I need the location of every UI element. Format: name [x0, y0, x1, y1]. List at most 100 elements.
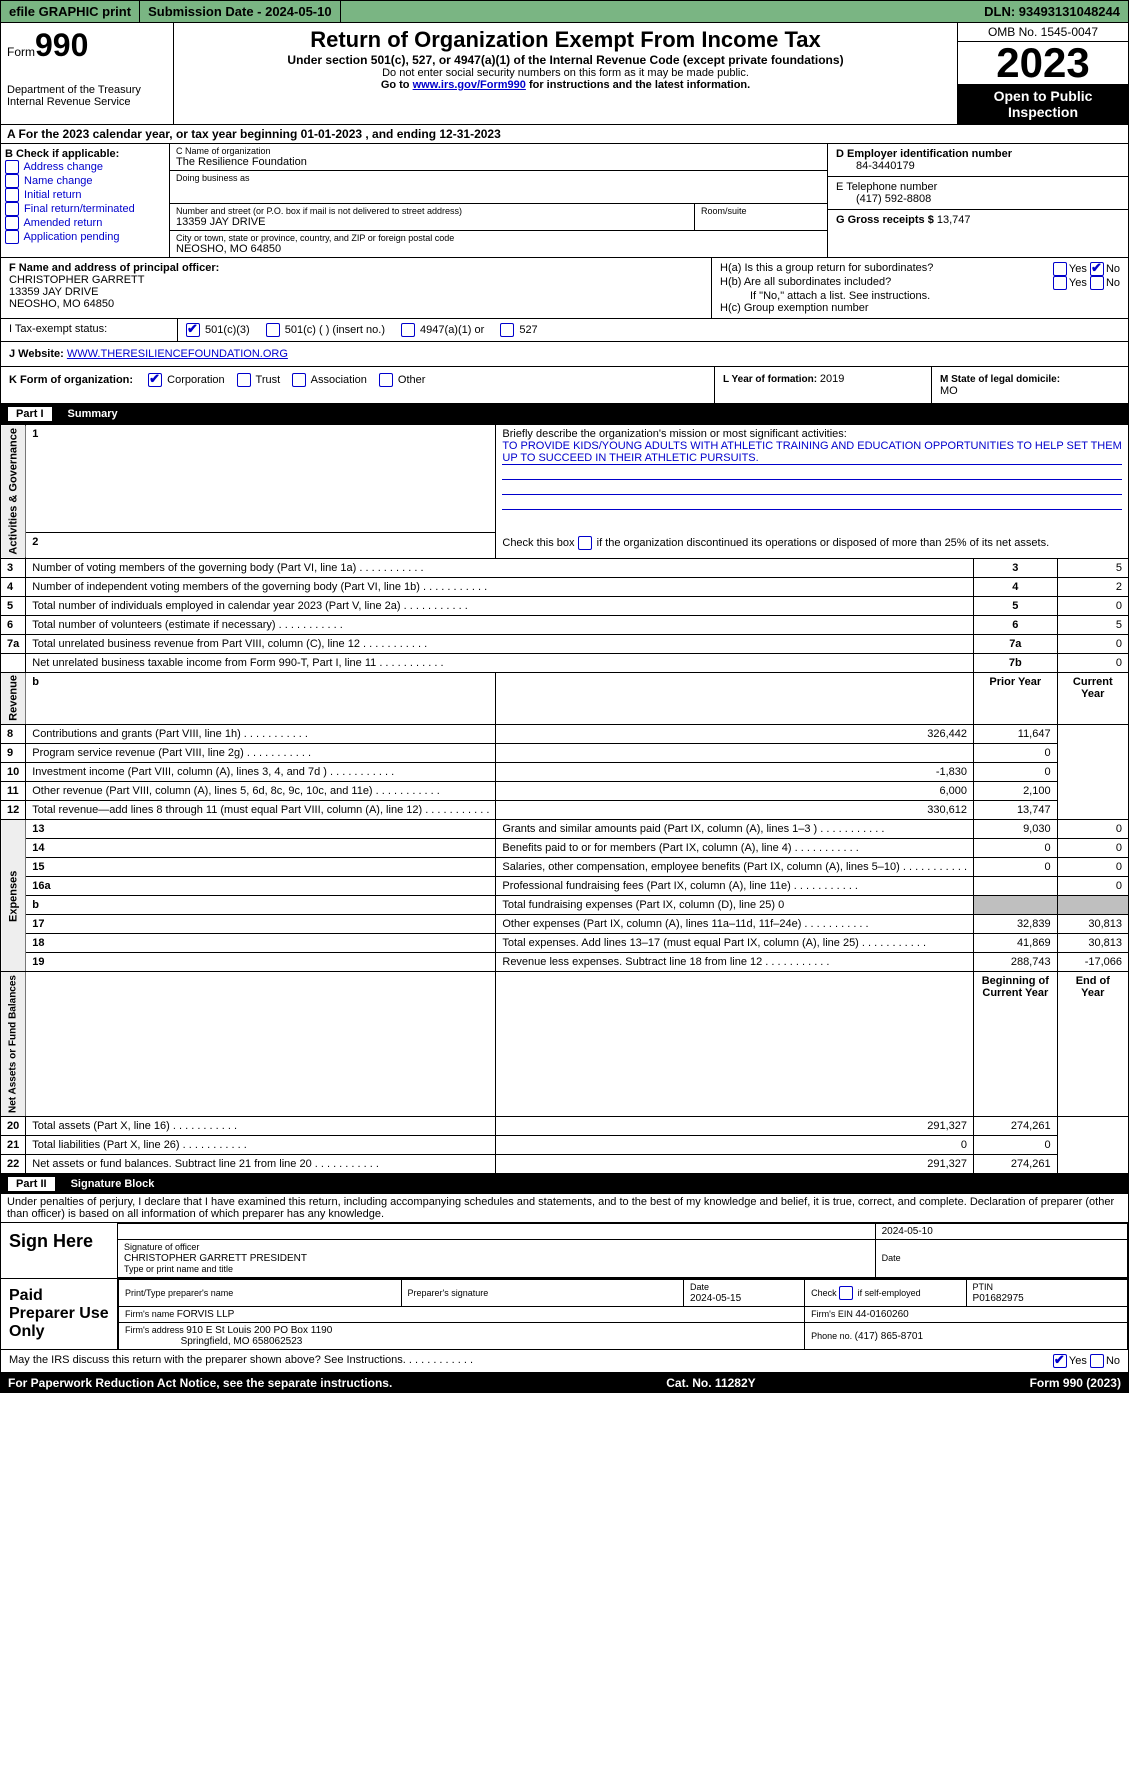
boxb-option[interactable]: Name change [5, 174, 165, 188]
form-number: 990 [35, 27, 88, 63]
korg-check[interactable] [237, 373, 251, 387]
hb-label: H(b) Are all subordinates included? [720, 276, 1053, 290]
mission-text: TO PROVIDE KIDS/YOUNG ADULTS WITH ATHLET… [502, 440, 1122, 465]
part2-header: Part II Signature Block [0, 1174, 1129, 1194]
discuss-yesno: Yes No [1053, 1354, 1120, 1368]
boxb-option[interactable]: Initial return [5, 188, 165, 202]
line-label: Net unrelated business taxable income fr… [26, 653, 974, 672]
korg-check[interactable] [379, 373, 393, 387]
self-emp: Check if self-employed [811, 1288, 921, 1298]
self-emp-check[interactable] [839, 1286, 853, 1300]
sig-officer-label: Signature of officer [124, 1242, 199, 1252]
l-value: 2019 [820, 373, 844, 385]
hb-yesno: Yes No [1053, 276, 1120, 290]
line-num: 5 [1, 596, 26, 615]
korg-opt[interactable]: Corporation [148, 374, 225, 386]
hb-no-check[interactable] [1090, 276, 1104, 290]
tax-opt[interactable]: 501(c) ( ) (insert no.) [266, 324, 385, 336]
boxb-option[interactable]: Amended return [5, 216, 165, 230]
line-num: 13 [26, 820, 496, 839]
firm-addr-label: Firm's address [125, 1325, 186, 1335]
tax-opt[interactable]: 4947(a)(1) or [401, 324, 484, 336]
column-c-name-address: C Name of organization The Resilience Fo… [170, 144, 827, 257]
b-head: b [26, 672, 496, 725]
tax-opt[interactable]: 501(c)(3) [186, 324, 250, 336]
website-value[interactable]: WWW.THERESILIENCEFOUNDATION.ORG [67, 348, 288, 360]
tax-check[interactable] [186, 323, 200, 337]
officer-city: NEOSHO, MO 64850 [9, 298, 703, 310]
boxb-check[interactable] [5, 174, 19, 188]
boxb-check[interactable] [5, 230, 19, 244]
line-num: 12 [1, 801, 26, 820]
end-head: End of Year [1057, 972, 1128, 1117]
ha-yes-check[interactable] [1053, 262, 1067, 276]
dba-label: Doing business as [176, 173, 821, 183]
korg-opt[interactable]: Trust [237, 374, 281, 386]
box-num: 5 [974, 596, 1058, 615]
boxb-check[interactable] [5, 188, 19, 202]
form-title: Return of Organization Exempt From Incom… [178, 27, 953, 53]
line-value: 0 [1057, 596, 1128, 615]
org-info-block: B Check if applicable: Address change Na… [0, 144, 1129, 258]
ha-label: H(a) Is this a group return for subordin… [720, 262, 1053, 274]
irs-link[interactable]: www.irs.gov/Form990 [413, 79, 526, 91]
prior-value: 326,442 [496, 725, 974, 744]
hb-note: If "No," attach a list. See instructions… [720, 290, 1120, 302]
boxb-check[interactable] [5, 160, 19, 174]
line-num: 20 [1, 1117, 26, 1136]
tax-opt[interactable]: 527 [500, 324, 537, 336]
discuss-no[interactable] [1090, 1354, 1104, 1368]
tax-check[interactable] [401, 323, 415, 337]
tax-check[interactable] [500, 323, 514, 337]
boxb-option[interactable]: Address change [5, 160, 165, 174]
line-num: 16a [26, 877, 496, 896]
prep-sig-label: Preparer's signature [408, 1288, 489, 1298]
box-num: 3 [974, 558, 1058, 577]
boxb-option[interactable]: Application pending [5, 230, 165, 244]
boxb-check[interactable] [5, 216, 19, 230]
perjury-text: Under penalties of perjury, I declare th… [0, 1194, 1129, 1223]
hb-yes-check[interactable] [1053, 276, 1067, 290]
firm-ein-label: Firm's EIN [811, 1309, 855, 1319]
sig-date: 2024-05-10 [875, 1224, 1127, 1240]
gross-value: 13,747 [937, 214, 971, 226]
line-num: 10 [1, 763, 26, 782]
korg-opt[interactable]: Other [379, 374, 426, 386]
prep-name-label: Print/Type preparer's name [125, 1288, 233, 1298]
begin-head: Beginning of Current Year [974, 972, 1058, 1117]
line-label: Number of voting members of the governin… [26, 558, 974, 577]
boxb-check[interactable] [5, 202, 19, 216]
line-label: Benefits paid to or for members (Part IX… [496, 839, 974, 858]
korg-check[interactable] [148, 373, 162, 387]
footer-right: Form 990 (2023) [1030, 1376, 1121, 1390]
prior-value: 0 [496, 1136, 974, 1155]
discuss-yes[interactable] [1053, 1354, 1067, 1368]
korg-check[interactable] [292, 373, 306, 387]
date-label: Date [882, 1253, 901, 1263]
footer-left: For Paperwork Reduction Act Notice, see … [8, 1376, 392, 1390]
name-label: C Name of organization [176, 146, 821, 156]
korg-opt[interactable]: Association [292, 374, 367, 386]
phone-label: E Telephone number [836, 181, 1120, 193]
current-value: 13,747 [974, 801, 1058, 820]
line2-check[interactable] [578, 536, 592, 550]
prior-value: 41,869 [974, 934, 1058, 953]
current-value: 11,647 [974, 725, 1058, 744]
line-num: 21 [1, 1136, 26, 1155]
line-label: Other expenses (Part IX, column (A), lin… [496, 915, 974, 934]
line1-num: 1 [26, 425, 496, 533]
sig-officer: CHRISTOPHER GARRETT PRESIDENT [124, 1253, 307, 1264]
tax-check[interactable] [266, 323, 280, 337]
officer-street: 13359 JAY DRIVE [9, 286, 703, 298]
boxb-option[interactable]: Final return/terminated [5, 202, 165, 216]
prep-date-label: Date [690, 1282, 709, 1292]
prior-value: 32,839 [974, 915, 1058, 934]
line-value: 0 [1057, 653, 1128, 672]
submission-date: Submission Date - 2024-05-10 [140, 1, 341, 22]
line2-num: 2 [26, 533, 496, 558]
efile-label: efile GRAPHIC print [1, 1, 140, 22]
prior-value: 291,327 [496, 1155, 974, 1174]
part1-header: Part I Summary [0, 404, 1129, 424]
ha-no-check[interactable] [1090, 262, 1104, 276]
form-header: Form990 Department of the Treasury Inter… [0, 23, 1129, 125]
